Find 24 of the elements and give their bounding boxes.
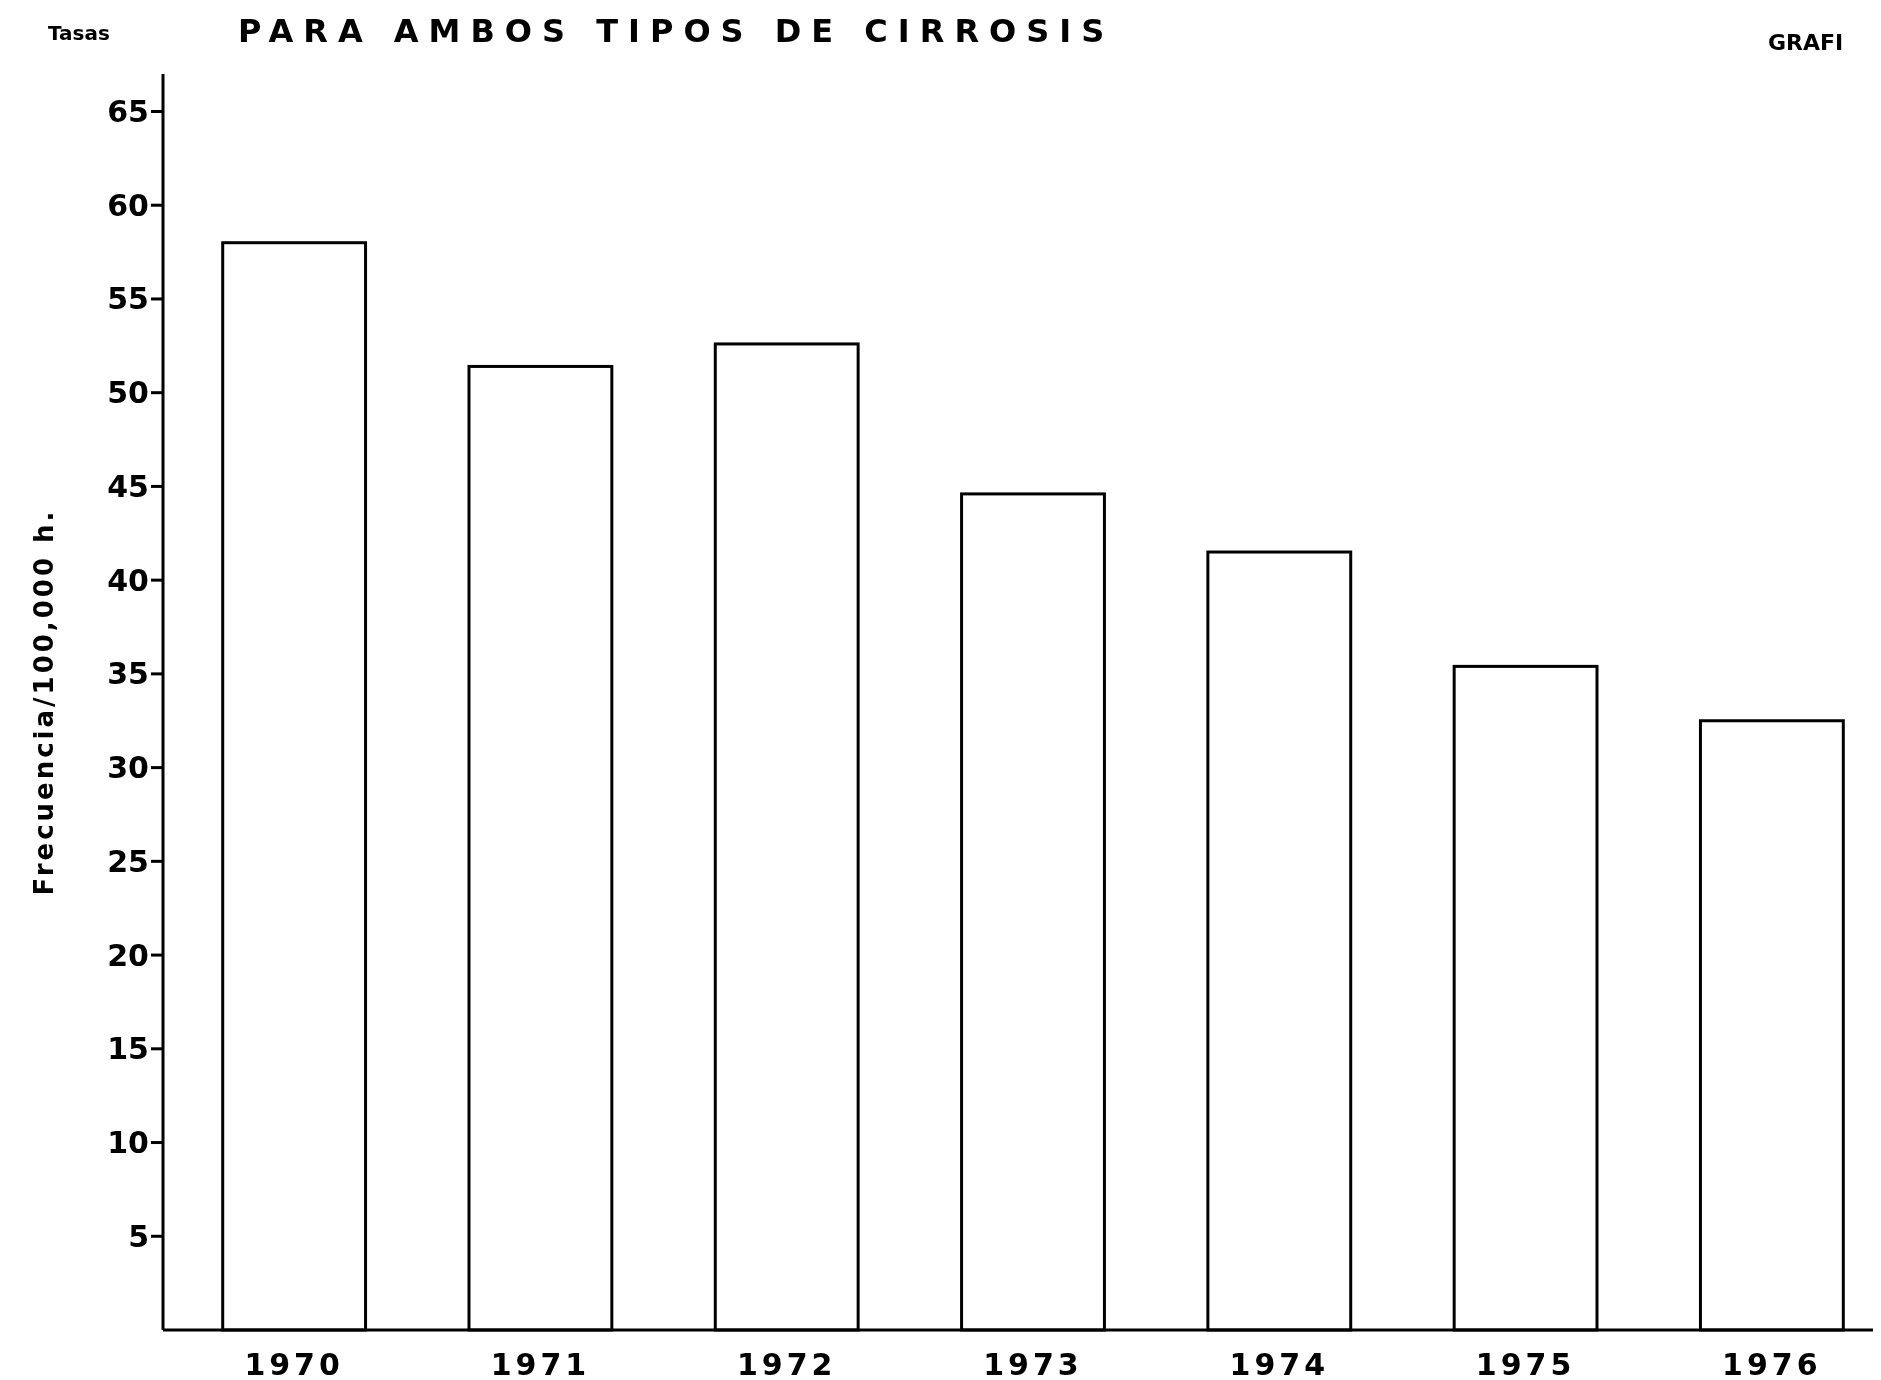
chart-title: PARA AMBOS TIPOS DE CIRROSIS (238, 12, 1115, 50)
y-tick-label: 45 (107, 468, 149, 504)
y-tick-label: 30 (107, 750, 149, 786)
y-tick-label: 60 (107, 187, 149, 223)
x-tick-label: 1972 (736, 1347, 837, 1380)
y-tick-label: 25 (107, 843, 149, 879)
y-tick-label: 65 (107, 93, 149, 129)
y-tick-label: 5 (128, 1218, 149, 1254)
y-tick-label: 20 (107, 937, 149, 973)
y-tick-label: 40 (107, 562, 149, 598)
x-tick-label: 1971 (490, 1347, 591, 1380)
y-tick-label: 10 (107, 1125, 149, 1161)
x-tick-label: 1976 (1722, 1347, 1822, 1380)
x-tick-label: 1974 (1229, 1347, 1330, 1380)
y-tick-label: 50 (107, 375, 149, 411)
y-tick-label: 55 (107, 281, 149, 317)
x-tick-label: 1970 (244, 1347, 344, 1380)
text: Tasas (48, 21, 110, 45)
x-tick-label: 1973 (983, 1347, 1083, 1380)
y-tick-label: 15 (107, 1031, 149, 1067)
y-axis-title: Frecuencia/100,000 h. (29, 508, 59, 896)
x-tick-label: 1975 (1475, 1347, 1576, 1380)
text: GRAFI (1768, 30, 1844, 55)
y-tick-label: 35 (107, 656, 149, 692)
